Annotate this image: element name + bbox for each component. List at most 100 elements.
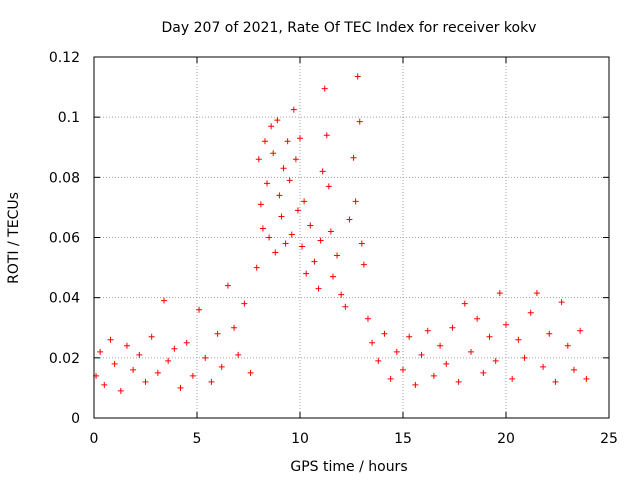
data-point: [358, 240, 365, 247]
data-point: [208, 378, 215, 385]
data-point: [218, 363, 225, 370]
tick-labels: 0 5 10 15 20 25 0 0.02 0.04 0.06 0.08 0.1 0.12: [49, 50, 618, 447]
data-point: [467, 348, 474, 355]
data-point: [393, 348, 400, 355]
data-point: [278, 213, 285, 220]
data-point: [280, 165, 287, 172]
y-tick-label: 0.08: [49, 170, 80, 186]
data-point: [307, 222, 314, 229]
data-point: [406, 333, 413, 340]
data-point: [183, 339, 190, 346]
data-point: [276, 192, 283, 199]
data-point: [449, 324, 456, 331]
data-point: [107, 336, 114, 343]
data-point: [321, 85, 328, 92]
data-point: [546, 330, 553, 337]
data-point: [381, 330, 388, 337]
data-point: [364, 315, 371, 322]
data-point: [97, 348, 104, 355]
y-tick-label: 0.02: [49, 351, 80, 367]
data-point: [375, 357, 382, 364]
data-point: [387, 375, 394, 382]
grid-lines: [94, 57, 609, 418]
data-point: [496, 290, 503, 297]
data-point: [268, 123, 275, 130]
data-point: [272, 249, 279, 256]
data-point: [101, 381, 108, 388]
data-point: [533, 290, 540, 297]
data-point: [577, 327, 584, 334]
data-point: [257, 201, 264, 208]
y-axis-label: ROTI / TECUs: [6, 192, 22, 284]
data-point: [418, 351, 425, 358]
y-tick-label: 0.06: [49, 231, 80, 247]
data-point: [274, 117, 281, 124]
data-point: [540, 363, 547, 370]
data-point: [437, 342, 444, 349]
data-point: [301, 198, 308, 205]
data-point: [323, 132, 330, 139]
data-point: [564, 342, 571, 349]
data-point: [492, 357, 499, 364]
data-point: [319, 168, 326, 175]
x-tick-label: 25: [600, 431, 618, 447]
data-point: [443, 360, 450, 367]
data-point: [202, 354, 209, 361]
data-point: [214, 330, 221, 337]
x-tick-label: 10: [291, 431, 309, 447]
data-point: [342, 303, 349, 310]
data-point: [253, 264, 260, 271]
data-point: [261, 138, 268, 145]
data-point: [165, 357, 172, 364]
data-point: [299, 243, 306, 250]
y-tick-label: 0.12: [49, 50, 80, 66]
data-point: [255, 156, 262, 163]
data-point: [338, 291, 345, 298]
data-point: [354, 73, 361, 80]
data-point: [503, 321, 509, 328]
data-point: [329, 273, 336, 280]
data-point: [455, 378, 462, 385]
data-point: [352, 198, 359, 205]
data-point: [189, 372, 196, 379]
data-point: [177, 384, 184, 391]
data-point: [356, 118, 363, 125]
data-point: [154, 369, 161, 376]
data-point: [231, 324, 238, 331]
y-tick-label: 0: [71, 411, 80, 427]
data-point: [583, 375, 590, 382]
data-point: [474, 315, 481, 322]
data-point: [480, 369, 487, 376]
data-point: [315, 285, 322, 292]
data-point: [369, 339, 376, 346]
data-point: [288, 231, 295, 238]
data-point: [294, 207, 301, 214]
data-point: [509, 375, 516, 382]
data-point: [400, 366, 406, 373]
data-point: [235, 351, 242, 358]
data-point: [270, 150, 277, 157]
data-point: [303, 270, 310, 277]
data-point: [171, 345, 178, 352]
data-point: [558, 299, 565, 306]
data-point: [247, 369, 254, 376]
data-point: [311, 258, 318, 265]
data-point: [282, 240, 289, 247]
data-point: [259, 225, 266, 232]
data-point: [123, 342, 130, 349]
data-point: [412, 381, 419, 388]
data-point: [317, 237, 324, 244]
data-point: [117, 387, 124, 394]
y-tick-label: 0.1: [58, 110, 80, 126]
data-point: [297, 135, 303, 142]
data-point: [527, 309, 534, 316]
data-point: [224, 282, 231, 289]
y-tick-label: 0.04: [49, 291, 80, 307]
plot-border: [93, 56, 610, 419]
x-tick-label: 5: [193, 431, 202, 447]
data-point: [196, 306, 203, 313]
data-point: [327, 228, 334, 235]
data-point: [552, 378, 559, 385]
data-point: [266, 234, 273, 241]
